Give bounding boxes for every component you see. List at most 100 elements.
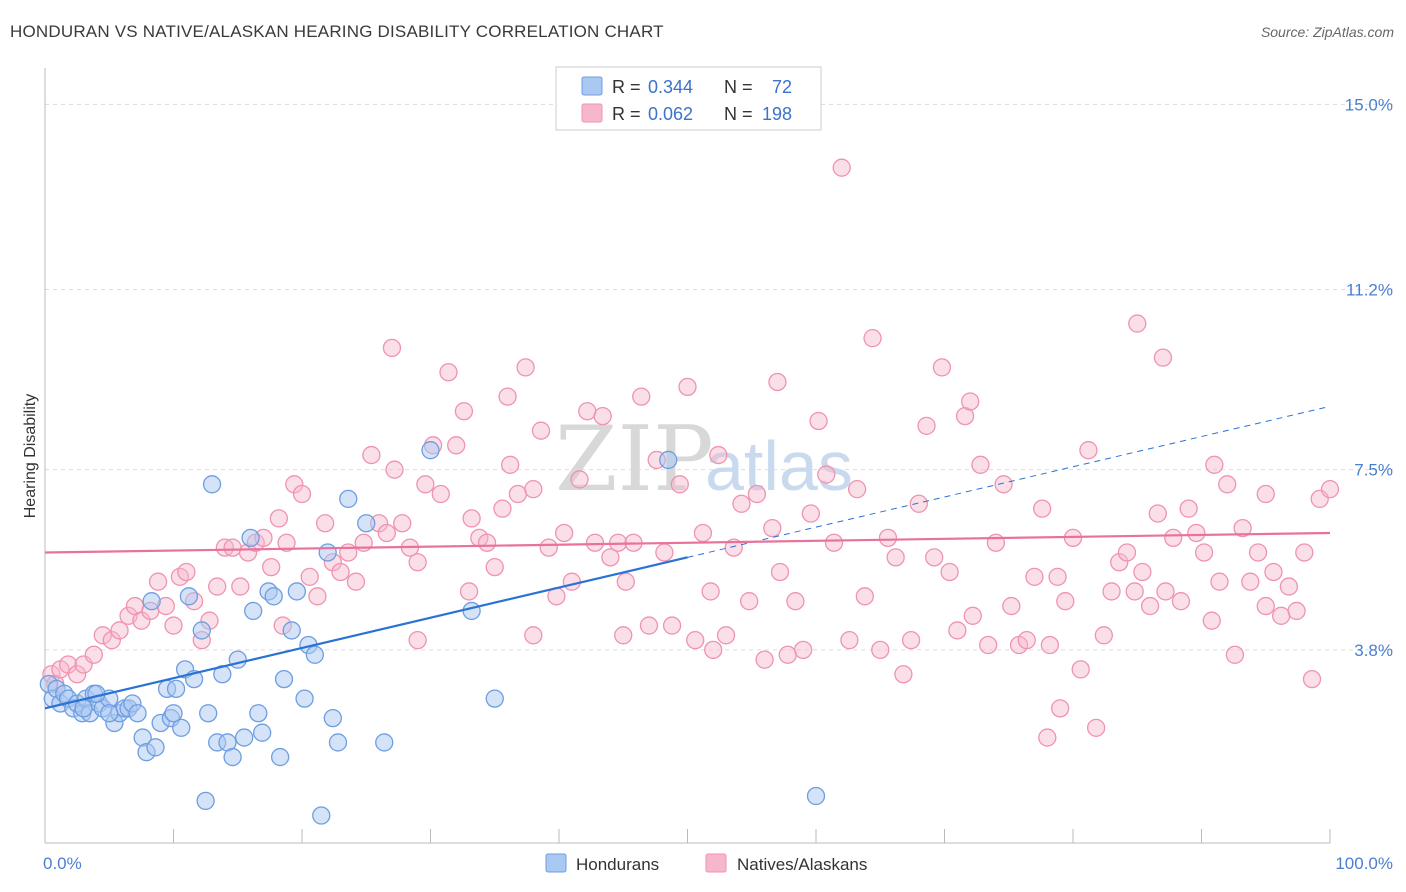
point-hondurans <box>74 699 93 718</box>
point-natives-alaskans <box>1038 728 1057 747</box>
point-hondurans <box>196 791 215 811</box>
point-natives-alaskans <box>1148 504 1167 523</box>
point-natives-alaskans <box>84 645 103 664</box>
point-natives-alaskans <box>1140 596 1160 616</box>
point-natives-alaskans <box>1241 572 1260 591</box>
point-natives-alaskans <box>1025 567 1044 586</box>
point-natives-alaskans <box>1079 441 1098 460</box>
point-hondurans <box>305 645 325 664</box>
point-natives-alaskans <box>1179 499 1198 518</box>
point-natives-alaskans <box>362 445 381 465</box>
legend-r-label-2: R = <box>612 104 641 124</box>
point-hondurans <box>235 728 254 747</box>
point-natives-alaskans <box>215 538 235 557</box>
point-natives-alaskans <box>578 402 597 421</box>
point-hondurans <box>287 582 307 601</box>
point-natives-alaskans <box>1233 518 1252 538</box>
point-natives-alaskans <box>382 338 402 358</box>
point-natives-alaskans <box>768 372 787 392</box>
point-natives-alaskans <box>585 533 605 552</box>
point-natives-alaskans <box>778 645 797 664</box>
point-natives-alaskans <box>269 509 289 528</box>
point-natives-alaskans <box>110 621 129 640</box>
point-natives-alaskans <box>855 587 874 606</box>
point-natives-alaskans <box>1033 499 1052 518</box>
point-natives-alaskans <box>524 626 543 645</box>
point-natives-alaskans <box>485 557 504 577</box>
point-natives-alaskans <box>1002 596 1021 616</box>
point-hondurans <box>100 704 119 723</box>
point-natives-alaskans <box>300 567 319 586</box>
point-natives-alaskans <box>894 665 913 684</box>
series-hondurans <box>39 441 826 825</box>
point-natives-alaskans <box>177 562 196 582</box>
point-natives-alaskans <box>562 572 581 591</box>
x-tick-min: 0.0% <box>43 854 82 873</box>
point-natives-alaskans <box>531 421 551 440</box>
point-natives-alaskans <box>986 533 1006 552</box>
point-natives-alaskans <box>678 377 697 397</box>
point-natives-alaskans <box>616 572 635 591</box>
point-natives-alaskans <box>670 475 689 494</box>
point-natives-alaskans <box>102 631 121 650</box>
point-natives-alaskans <box>716 626 736 645</box>
x-tick-max: 100.0% <box>1335 854 1393 873</box>
point-natives-alaskans <box>840 631 859 650</box>
trend-natives-alaskans <box>44 531 1331 554</box>
legend-n-label-2: N = <box>724 104 753 124</box>
stats-legend: R = 0.344 N = 72 R = 0.062 N = 198 <box>555 66 822 131</box>
point-hondurans <box>244 601 263 621</box>
point-natives-alaskans <box>886 548 905 567</box>
point-natives-alaskans <box>408 631 427 650</box>
point-natives-alaskans <box>346 572 366 591</box>
source-label: Source: ZipAtlas.com <box>1260 24 1394 40</box>
point-natives-alaskans <box>508 484 528 504</box>
x-tick-labels: 0.0% 100.0% <box>43 854 1393 873</box>
point-natives-alaskans <box>1171 592 1191 611</box>
point-natives-alaskans <box>1117 543 1137 562</box>
point-natives-alaskans <box>498 387 517 406</box>
point-natives-alaskans <box>416 475 435 494</box>
point-hondurans <box>295 689 314 708</box>
point-hondurans <box>806 786 826 806</box>
point-natives-alaskans <box>1017 631 1036 650</box>
watermark-atlas: atlas <box>705 427 853 505</box>
point-natives-alaskans <box>601 548 620 567</box>
point-natives-alaskans <box>917 416 936 435</box>
point-natives-alaskans <box>1295 543 1314 562</box>
point-natives-alaskans <box>1056 592 1075 611</box>
point-natives-alaskans <box>704 640 723 660</box>
point-natives-alaskans <box>1125 582 1144 601</box>
point-natives-alaskans <box>454 402 474 421</box>
axes <box>44 68 1331 844</box>
point-natives-alaskans <box>208 577 227 596</box>
point-natives-alaskans <box>1086 718 1106 737</box>
point-natives-alaskans <box>732 494 751 513</box>
point-hondurans <box>228 650 247 669</box>
point-natives-alaskans <box>447 436 466 455</box>
point-hondurans <box>659 450 678 470</box>
point-natives-alaskans <box>277 533 296 552</box>
point-natives-alaskans <box>408 553 427 572</box>
point-natives-alaskans <box>593 406 612 426</box>
point-hondurans <box>223 747 242 767</box>
point-hondurans <box>179 587 199 606</box>
point-natives-alaskans <box>231 577 250 596</box>
point-hondurans <box>249 704 268 723</box>
point-natives-alaskans <box>539 538 558 557</box>
point-natives-alaskans <box>794 640 813 660</box>
point-natives-alaskans <box>614 626 633 645</box>
y-tick-label: 3.8% <box>1354 641 1393 660</box>
point-natives-alaskans <box>93 626 112 645</box>
point-natives-alaskans <box>817 465 836 484</box>
point-natives-alaskans <box>1164 528 1183 548</box>
point-natives-alaskans <box>308 587 327 606</box>
bottom-legend-swatch-hondurans <box>545 853 567 873</box>
point-hondurans <box>202 475 222 494</box>
point-natives-alaskans <box>1051 699 1070 718</box>
point-hondurans <box>318 543 337 562</box>
trend-hondurans-extrapolated <box>687 405 1331 558</box>
gridlines <box>45 103 1393 651</box>
point-natives-alaskans <box>709 445 728 465</box>
legend-n-label-1: N = <box>724 77 753 97</box>
